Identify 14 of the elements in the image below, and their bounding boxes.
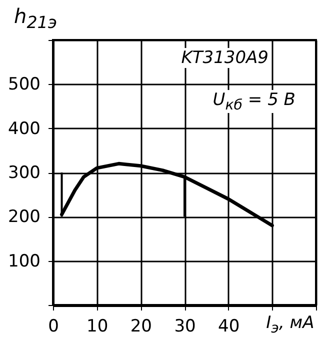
x-tick-label: 30 xyxy=(174,316,196,336)
x-tick-label: 0 xyxy=(48,316,59,336)
y-tick-label: 300 xyxy=(8,163,40,183)
annotation: KT3130A9 xyxy=(179,48,270,68)
x-axis-title: I$_{э}$, мА xyxy=(264,313,316,336)
y-axis-title: h$_{21э}$ xyxy=(12,4,60,32)
x-tick-label: 40 xyxy=(218,316,240,336)
x-tick-label: 20 xyxy=(130,316,152,336)
x-tick-label: 10 xyxy=(86,316,108,336)
y-tick-label: 400 xyxy=(8,118,40,139)
annotation: U$_{кб}$ = 5 В xyxy=(210,90,298,114)
y-tick-label: 500 xyxy=(8,74,40,95)
y-tick-label: 100 xyxy=(8,251,40,272)
y-tick-label: 200 xyxy=(8,207,40,228)
